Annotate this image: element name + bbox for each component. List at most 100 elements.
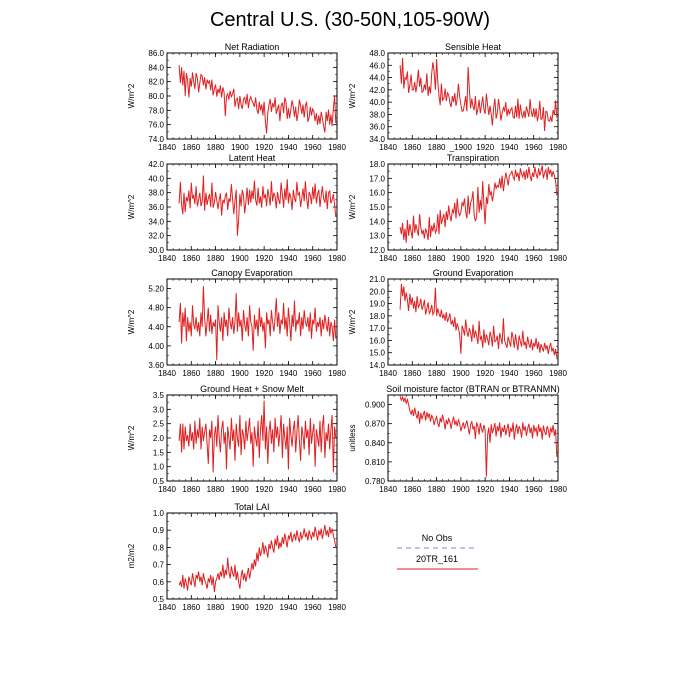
x-tick-label: 1860 <box>182 254 200 263</box>
y-tick-label: 36.0 <box>369 123 385 132</box>
y-tick-label: 40.0 <box>369 98 385 107</box>
panel-9: Total LAI 1840 1860 1880 1900 1920 1940 1960 198… <box>127 502 346 612</box>
x-tick-label: 1860 <box>403 143 421 152</box>
x-tick-label: 1880 <box>207 254 225 263</box>
y-tick-label: 36.0 <box>148 203 164 212</box>
x-tick-label: 1860 <box>403 485 421 494</box>
y-tick-label: 19.0 <box>369 300 385 309</box>
panel-title: Ground Heat + Snow Melt <box>200 384 304 394</box>
y-tick-label: 78.0 <box>148 106 164 115</box>
x-tick-label: 1960 <box>304 369 322 378</box>
y-tick-label: 0.8 <box>153 543 165 552</box>
y-tick-label: 14.0 <box>369 217 385 226</box>
legend-label-no-obs: No Obs <box>422 533 453 543</box>
panel-6: Ground Evaporation 1840 1860 1880 1900 1920 19… <box>348 268 567 378</box>
x-tick-label: 1840 <box>379 485 397 494</box>
panel-title: Soil moisture factor (BTRAN or BTRANMN) <box>386 384 560 394</box>
series-line <box>399 283 558 358</box>
x-tick-label: 1980 <box>328 369 346 378</box>
y-tick-label: 46.0 <box>369 61 385 70</box>
y-tick-label: 42.0 <box>148 160 164 169</box>
x-tick-label: 1960 <box>525 254 543 263</box>
plot-frame <box>166 163 338 251</box>
y-tick-label: 0.5 <box>153 477 165 486</box>
y-tick-label: 0.7 <box>153 561 165 570</box>
y-tick-label: 34.0 <box>369 135 385 144</box>
y-tick-label: 2.5 <box>153 420 165 429</box>
panel-1: Net Radiation 1840 1860 1880 1900 1920 1940 196… <box>127 42 346 152</box>
panel-title: Net Radiation <box>225 42 280 52</box>
x-tick-label: 1840 <box>379 143 397 152</box>
y-tick-label: 42.0 <box>369 86 385 95</box>
y-tick-label: 17.0 <box>369 174 385 183</box>
x-tick-label: 1860 <box>403 369 421 378</box>
plot-frame <box>166 52 338 140</box>
x-tick-label: 1940 <box>280 369 298 378</box>
plot-frame <box>387 278 559 366</box>
y-tick-label: 80.0 <box>148 92 164 101</box>
y-tick-label: 76.0 <box>148 121 164 130</box>
x-tick-label: 1920 <box>255 143 273 152</box>
x-tick-label: 1980 <box>549 143 567 152</box>
x-tick-label: 1920 <box>255 254 273 263</box>
y-tick-label: 82.0 <box>148 78 164 87</box>
y-tick-label: 48.0 <box>369 49 385 58</box>
series-line <box>178 524 337 593</box>
x-tick-label: 1940 <box>280 603 298 612</box>
y-tick-label: 0.5 <box>153 595 165 604</box>
x-tick-label: 1960 <box>304 603 322 612</box>
series-line <box>178 286 337 361</box>
series-line <box>399 395 558 477</box>
x-tick-label: 1900 <box>452 369 470 378</box>
x-tick-label: 1920 <box>255 485 273 494</box>
y-tick-label: 18.0 <box>369 160 385 169</box>
x-tick-label: 1880 <box>428 369 446 378</box>
y-tick-label: 44.0 <box>369 74 385 83</box>
series-line <box>399 165 558 243</box>
y-tick-label: 1.5 <box>153 448 165 457</box>
legend-label-20tr: 20TR_161 <box>416 554 458 564</box>
y-tick-label: 1.0 <box>153 463 165 472</box>
y-tick-label: 0.9 <box>153 526 165 535</box>
series-line <box>178 175 337 236</box>
x-tick-label: 1840 <box>158 143 176 152</box>
y-tick-label: 3.60 <box>148 361 164 370</box>
panel-5: Canopy Evaporation 1840 1860 1880 1900 1920 19… <box>127 268 346 378</box>
x-tick-label: 1840 <box>158 485 176 494</box>
x-tick-label: 1880 <box>428 143 446 152</box>
x-tick-label: 1860 <box>182 485 200 494</box>
x-tick-label: 1940 <box>280 254 298 263</box>
y-tick-label: 38.0 <box>369 110 385 119</box>
series-line <box>178 400 337 473</box>
x-tick-label: 1920 <box>476 485 494 494</box>
y-tick-label: 12.0 <box>369 246 385 255</box>
plot-frame <box>166 278 338 366</box>
panel-title: Sensible Heat <box>445 42 502 52</box>
y-tick-label: 74.0 <box>148 135 164 144</box>
y-tick-label: 40.0 <box>148 174 164 183</box>
x-tick-label: 1960 <box>304 485 322 494</box>
y-tick-label: 38.0 <box>148 189 164 198</box>
y-tick-label: 84.0 <box>148 63 164 72</box>
y-tick-label: 18.0 <box>369 312 385 321</box>
x-tick-label: 1960 <box>525 143 543 152</box>
panel-title: Total LAI <box>234 502 269 512</box>
x-tick-label: 1840 <box>158 369 176 378</box>
x-tick-label: 1940 <box>280 485 298 494</box>
y-tick-label: 21.0 <box>369 275 385 284</box>
y-tick-label: 16.0 <box>369 189 385 198</box>
x-tick-label: 1940 <box>501 143 519 152</box>
x-tick-label: 1900 <box>231 603 249 612</box>
y-tick-label: 3.0 <box>153 405 165 414</box>
y-axis-label: W/m^2 <box>127 425 136 450</box>
y-tick-label: 32.0 <box>148 232 164 241</box>
x-tick-label: 1900 <box>452 485 470 494</box>
x-tick-label: 1940 <box>501 254 519 263</box>
panel-title: Latent Heat <box>229 153 276 163</box>
x-tick-label: 1860 <box>182 143 200 152</box>
panel-7: Ground Heat + Snow Melt 1840 1860 1880 1900 1… <box>127 384 346 494</box>
y-tick-label: 0.6 <box>153 578 165 587</box>
x-tick-label: 1940 <box>501 369 519 378</box>
plot-frame <box>387 52 559 140</box>
